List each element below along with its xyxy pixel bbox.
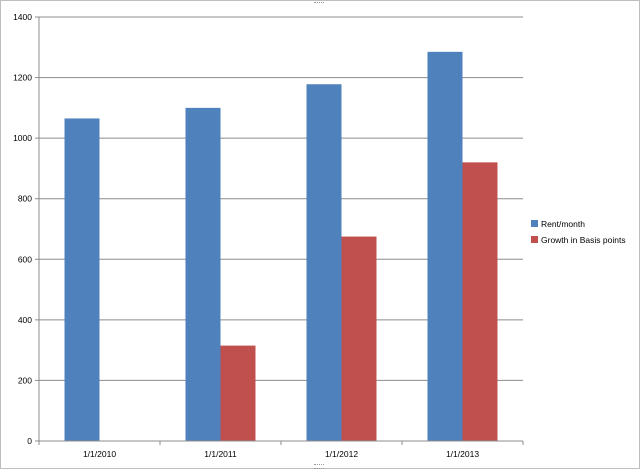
y-tick-label: 600	[18, 254, 32, 264]
y-tick-label: 0	[27, 436, 32, 446]
bar-growth-basis-points	[341, 236, 377, 441]
x-tick-label: 1/1/2012	[325, 449, 358, 459]
y-tick-labels: 0 200 400 600 800 1000 1200 1400	[13, 12, 32, 446]
y-tick-label: 1200	[13, 73, 32, 83]
x-tick-label: 1/1/2010	[83, 449, 116, 459]
axes	[35, 16, 524, 445]
bar-growth-basis-points	[220, 345, 256, 441]
bottom-resize-handle[interactable]	[314, 464, 324, 469]
y-tick-label: 400	[18, 315, 32, 325]
legend-label: Growth in Basis points	[541, 235, 626, 245]
bar-rent-month	[427, 51, 463, 441]
y-tick-label: 200	[18, 375, 32, 385]
bar-growth-basis-points	[462, 162, 498, 441]
bar-rent-month	[64, 118, 100, 441]
x-tick-label: 1/1/2011	[204, 449, 237, 459]
y-tick-label: 1000	[13, 133, 32, 143]
x-tick-labels: 1/1/2010 1/1/2011 1/1/2012 1/1/2013	[83, 449, 479, 459]
legend-label: Rent/month	[541, 219, 585, 229]
top-resize-handle[interactable]	[314, 0, 324, 3]
bars	[64, 51, 498, 441]
bar-rent-month	[306, 84, 342, 441]
legend: Rent/month Growth in Basis points	[531, 219, 626, 245]
y-tick-label: 1400	[13, 12, 32, 22]
gridlines	[39, 16, 523, 442]
x-tick-label: 1/1/2013	[446, 449, 479, 459]
legend-swatch	[531, 236, 538, 243]
bar-rent-month	[185, 107, 221, 441]
y-tick-label: 800	[18, 194, 32, 204]
legend-swatch	[531, 220, 538, 227]
